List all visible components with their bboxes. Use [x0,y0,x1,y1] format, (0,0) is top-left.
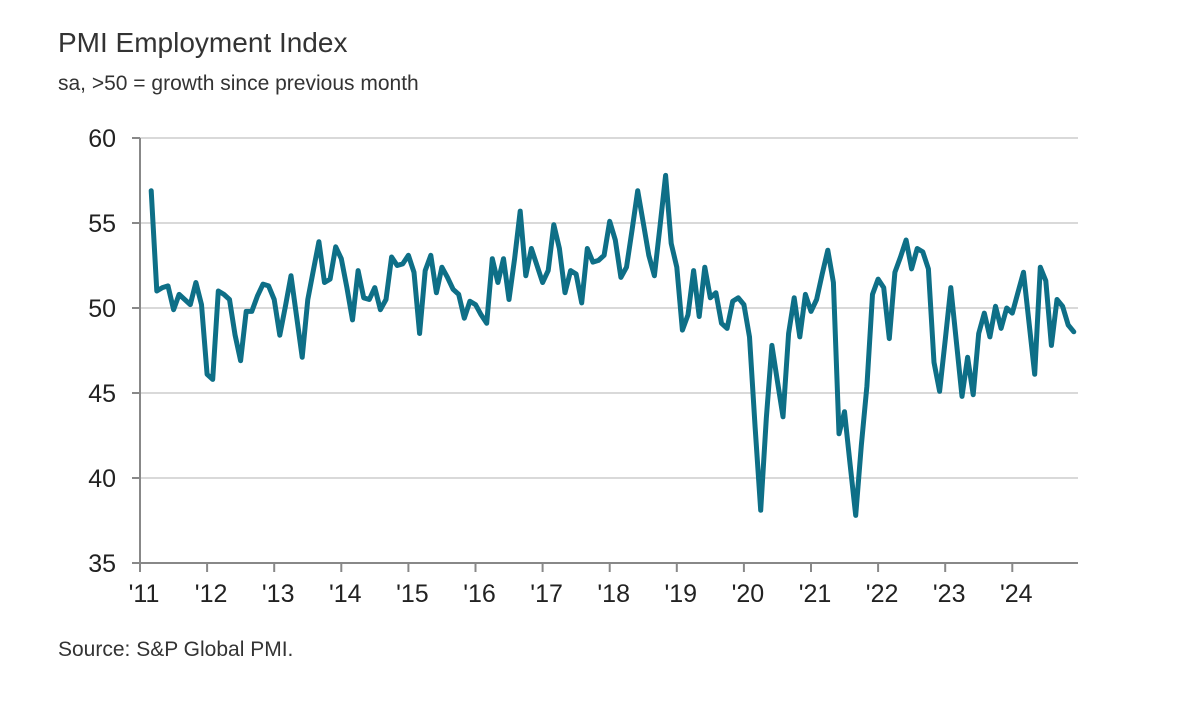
x-tick-label: '23 [933,580,966,608]
x-tick-label: '18 [597,580,630,608]
y-tick-label: 45 [88,380,116,408]
x-tick-label: '24 [1000,580,1033,608]
x-tick-label: '19 [665,580,698,608]
x-tick-label: '13 [262,580,295,608]
chart-title: PMI Employment Index [58,27,348,58]
series-line [148,172,1077,518]
x-tick-label: '22 [866,580,899,608]
y-tick-label: 40 [88,465,116,493]
x-tick-label: '21 [799,580,832,608]
x-tick-label: '15 [396,580,429,608]
x-tick-label: '11 [129,580,160,608]
x-tick-label: '17 [530,580,563,608]
source-note: Source: S&P Global PMI. [58,638,294,661]
y-tick-label: 55 [88,210,116,238]
y-tick-label: 60 [88,125,116,153]
x-tick-label: '20 [732,580,765,608]
x-tick-label: '14 [329,580,362,608]
x-tick-label: '16 [463,580,496,608]
y-tick-label: 50 [88,295,116,323]
x-tick-label: '12 [195,580,228,608]
chart-subtitle: sa, >50 = growth since previous month [58,72,419,95]
y-tick-label: 35 [88,550,116,578]
